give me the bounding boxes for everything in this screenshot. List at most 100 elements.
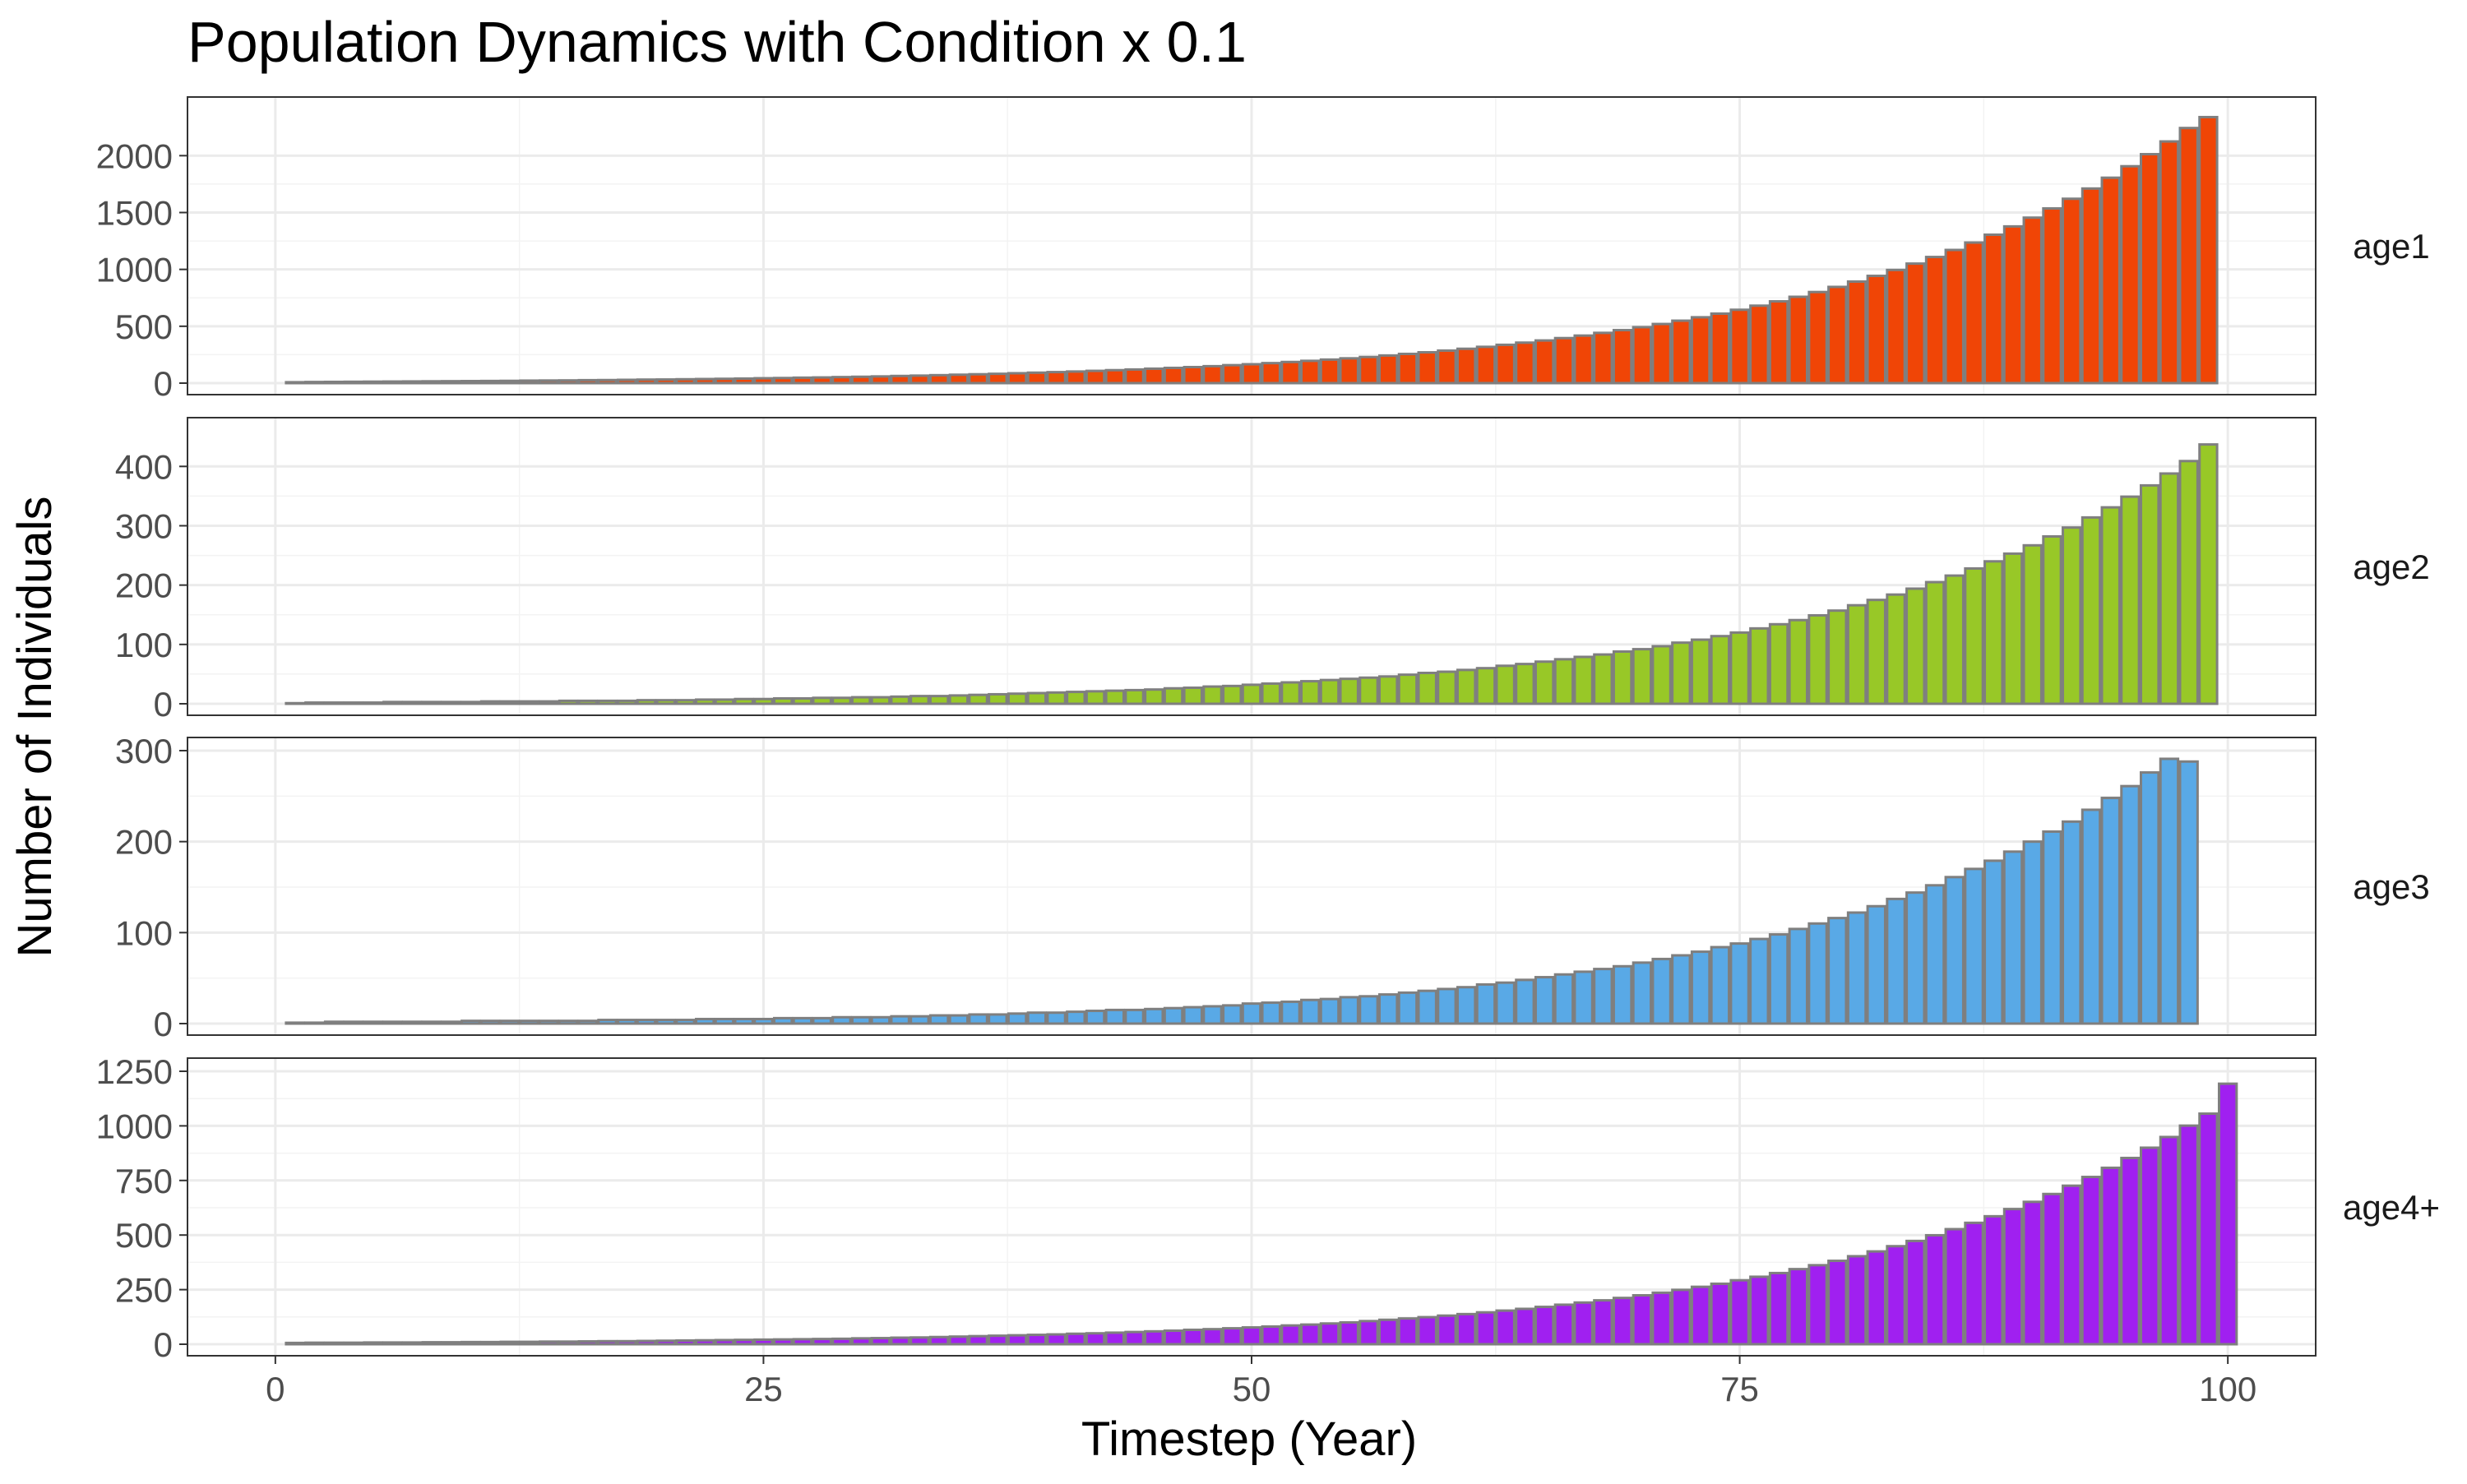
bar xyxy=(968,372,988,385)
bar xyxy=(2022,216,2043,385)
bar xyxy=(2178,460,2199,705)
bar xyxy=(655,378,676,385)
bar xyxy=(1183,687,1203,705)
bar xyxy=(772,377,794,385)
bar xyxy=(1964,867,1984,1025)
bar xyxy=(1671,954,1692,1025)
bar xyxy=(1417,1315,1437,1346)
bar xyxy=(1417,989,1437,1025)
x-tick-label: 50 xyxy=(1233,1370,1271,1408)
y-tick-label: 0 xyxy=(154,1325,173,1364)
bar xyxy=(753,697,774,705)
bar xyxy=(597,1019,618,1025)
y-tick-label: 0 xyxy=(154,364,173,403)
bar xyxy=(1788,618,1808,705)
bar-series-age2 xyxy=(285,443,2219,705)
bar xyxy=(1358,676,1379,705)
bar xyxy=(2178,1124,2199,1346)
bar xyxy=(1827,917,1848,1025)
bar xyxy=(850,696,872,705)
bar xyxy=(792,376,813,385)
bar xyxy=(2081,187,2102,385)
chart-title: Population Dynamics with Condition x 0.1 xyxy=(187,10,1247,74)
bar xyxy=(2159,757,2180,1025)
bar xyxy=(2081,515,2102,705)
bar xyxy=(1456,668,1477,705)
bar xyxy=(2159,140,2180,385)
bar xyxy=(714,1338,735,1346)
bar xyxy=(1066,1332,1086,1346)
bar xyxy=(1866,599,1886,705)
bar xyxy=(812,1338,832,1346)
bar xyxy=(499,1340,520,1346)
bar xyxy=(1026,691,1048,705)
bar xyxy=(1202,364,1223,385)
bar xyxy=(2120,784,2141,1025)
bar xyxy=(1866,1250,1886,1346)
bar xyxy=(1553,658,1575,705)
bar xyxy=(1612,1297,1633,1346)
bar xyxy=(1534,660,1555,705)
bar xyxy=(655,1339,676,1346)
bar xyxy=(304,381,325,385)
bar xyxy=(1007,1012,1028,1025)
bar xyxy=(2100,176,2121,385)
bar xyxy=(1339,677,1359,705)
panel-border xyxy=(187,96,2317,395)
y-tick-label: 100 xyxy=(115,626,173,664)
x-tick-label: 75 xyxy=(1720,1370,1759,1408)
bar xyxy=(441,1341,461,1346)
bar xyxy=(1183,1006,1203,1025)
bar xyxy=(753,1338,774,1346)
bar xyxy=(1807,290,1828,385)
bar xyxy=(363,1020,383,1025)
bar xyxy=(1358,995,1379,1025)
bar xyxy=(1612,329,1633,385)
bar xyxy=(421,1020,442,1025)
bar xyxy=(636,378,657,385)
bar xyxy=(1280,360,1301,385)
bar xyxy=(1768,300,1789,385)
bar xyxy=(1846,603,1868,705)
x-axis: 0 25 50 75 100 xyxy=(266,1356,2256,1408)
bar xyxy=(1144,688,1164,705)
y-tick-label: 100 xyxy=(115,913,173,952)
bar xyxy=(1827,1260,1848,1346)
y-tick-label: 2000 xyxy=(96,136,173,175)
bar xyxy=(1261,362,1281,385)
bar xyxy=(988,692,1008,705)
bar xyxy=(1026,1011,1048,1025)
y-tick-label: 750 xyxy=(115,1162,173,1200)
bar xyxy=(539,1340,559,1346)
bar xyxy=(831,696,852,705)
bar xyxy=(928,1014,950,1025)
bar xyxy=(948,1335,970,1346)
bar xyxy=(2159,1135,2180,1346)
panel-border xyxy=(187,737,2317,1036)
bar xyxy=(1202,1328,1223,1346)
panel-border xyxy=(187,417,2317,716)
bar xyxy=(1261,682,1281,705)
bar xyxy=(1866,275,1886,385)
bar xyxy=(1241,363,1262,385)
bar xyxy=(285,381,305,385)
bar xyxy=(636,699,657,705)
bar xyxy=(1300,680,1321,705)
bar xyxy=(1788,1268,1808,1346)
bar xyxy=(2002,224,2024,385)
bar xyxy=(948,1014,970,1025)
bar xyxy=(1710,945,1731,1025)
bar xyxy=(2002,552,2024,705)
bar xyxy=(1495,664,1516,705)
bar xyxy=(1964,241,1984,385)
bar xyxy=(1515,978,1535,1025)
bar xyxy=(1651,1291,1672,1346)
bar xyxy=(1983,859,2004,1025)
bar xyxy=(2100,1166,2121,1346)
bar xyxy=(1690,316,1711,385)
bar xyxy=(1261,1001,1281,1025)
bar xyxy=(714,698,735,705)
bar xyxy=(1007,1334,1028,1346)
bar xyxy=(343,1020,364,1025)
bar xyxy=(519,379,539,385)
